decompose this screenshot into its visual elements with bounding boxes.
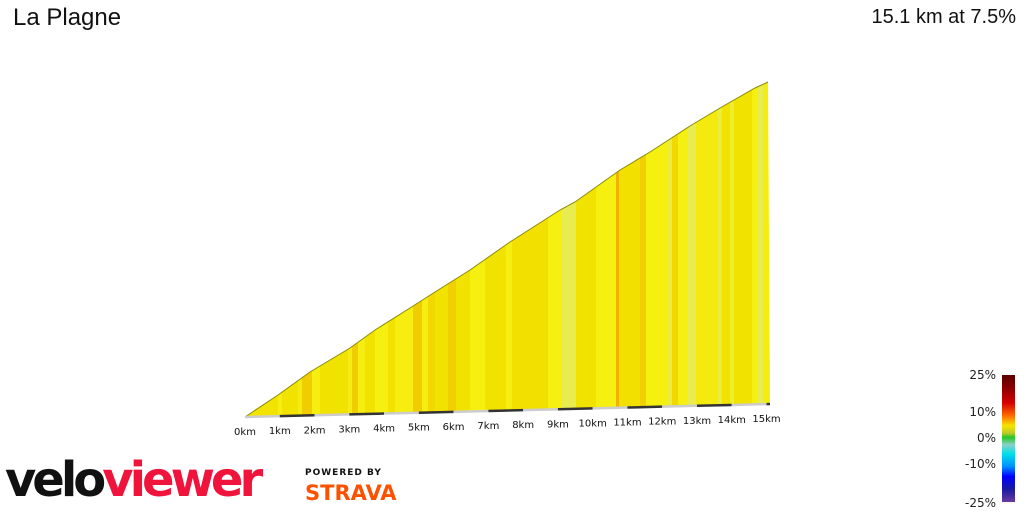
gradient-stripes xyxy=(245,82,770,417)
gradient-segment xyxy=(678,82,689,417)
gradient-segment xyxy=(348,82,353,417)
gradient-segment xyxy=(388,82,396,417)
veloviewer-logo: veloviewer xyxy=(5,452,263,508)
scale-label: -25% xyxy=(964,496,996,510)
gradient-segment xyxy=(646,82,669,417)
gradient-segment xyxy=(358,82,366,417)
gradient-segment xyxy=(668,82,673,417)
km-baseline-segment xyxy=(627,405,663,409)
climb-title: La Plagne xyxy=(13,4,122,31)
x-axis-ticks: 0km 1km 2km 3km 4km 5km 6km 7km 8km 9km 10km 11km 12… xyxy=(234,414,781,438)
gradient-segment xyxy=(616,82,620,417)
gradient-segment xyxy=(722,82,731,417)
km-baseline-segment xyxy=(523,408,558,412)
km-baseline-segment xyxy=(488,408,524,413)
gradient-segment xyxy=(428,82,436,417)
gradient-segment xyxy=(619,82,641,417)
strava-logo: STRAVA xyxy=(305,481,397,505)
gradient-segment xyxy=(512,82,549,417)
scale-label: 10% xyxy=(969,405,996,419)
x-tick-label: 3km xyxy=(338,424,360,435)
profile-outline xyxy=(244,81,769,418)
gradient-segment xyxy=(435,82,449,417)
x-tick-label: 7km xyxy=(477,421,499,432)
gradient-segment xyxy=(448,82,457,417)
km-baseline-segment xyxy=(314,413,350,417)
x-tick-label: 12km xyxy=(648,417,676,428)
gradient-segment xyxy=(672,82,679,417)
gradient-segment xyxy=(485,82,507,417)
powered-by-label: POWERED BY xyxy=(305,468,382,478)
km-baseline-segment xyxy=(731,402,767,407)
x-tick-label: 9km xyxy=(547,419,569,430)
km-baseline-segment xyxy=(244,414,280,419)
gradient-segment xyxy=(696,82,719,417)
x-tick-label: 8km xyxy=(512,420,534,431)
x-tick-label: 0km xyxy=(234,427,256,438)
gradient-segment xyxy=(506,82,513,417)
gradient-segment xyxy=(312,82,321,417)
gradient-segment xyxy=(282,82,299,417)
x-tick-label: 1km xyxy=(269,426,291,437)
km-baseline-segment xyxy=(557,407,593,411)
gradient-segment xyxy=(758,82,764,417)
scale-label: 25% xyxy=(969,368,996,382)
gradient-segment xyxy=(456,82,471,417)
km-baseline-segment xyxy=(662,404,698,408)
gradient-segment xyxy=(298,82,303,417)
gradient-segment xyxy=(413,82,423,417)
gradient-segment xyxy=(734,82,753,417)
km-baseline-segment xyxy=(592,406,628,410)
gradient-segment xyxy=(596,82,617,417)
logo-viewer: viewer xyxy=(102,452,263,508)
km-baseline-segment xyxy=(696,403,732,408)
gradient-segment xyxy=(730,82,735,417)
gradient-segment xyxy=(395,82,414,417)
gradient-segment xyxy=(245,82,279,417)
km-baseline-segment xyxy=(418,410,454,414)
gradient-segment xyxy=(640,82,647,417)
x-tick-label: 13km xyxy=(683,416,711,427)
gradient-segment xyxy=(548,82,563,417)
x-tick-label: 4km xyxy=(373,424,395,435)
gradient-segment xyxy=(688,82,697,417)
gradient-segment xyxy=(365,82,376,417)
x-tick-label: 2km xyxy=(304,425,326,436)
x-tick-label: 5km xyxy=(408,423,430,434)
gradient-segment xyxy=(375,82,389,417)
gradient-segment xyxy=(718,82,723,417)
x-tick-label: 11km xyxy=(613,418,641,429)
gradient-segment xyxy=(352,82,359,417)
logo-velo: velo xyxy=(5,452,106,508)
climb-summary: 15.1 km at 7.5% xyxy=(871,6,1016,28)
gradient-segment xyxy=(752,82,759,417)
gradient-segment xyxy=(763,82,770,417)
gradient-segment xyxy=(576,82,597,417)
gradient-color-scale xyxy=(1002,375,1015,502)
x-tick-label: 6km xyxy=(443,422,465,433)
gradient-segment xyxy=(470,82,486,417)
gradient-segment xyxy=(320,82,349,417)
x-tick-label: 10km xyxy=(579,418,607,429)
distance-baseline xyxy=(244,402,771,419)
km-baseline-segment xyxy=(453,409,489,414)
km-baseline-segment xyxy=(279,414,315,418)
scale-label: 0% xyxy=(976,431,996,445)
gradient-segment xyxy=(562,82,577,417)
x-tick-label: 14km xyxy=(718,415,746,426)
scale-label: -10% xyxy=(964,457,996,471)
x-tick-label: 15km xyxy=(752,414,780,425)
km-baseline-segment xyxy=(349,412,385,416)
gradient-segment xyxy=(278,82,283,417)
km-baseline-segment xyxy=(384,411,419,415)
gradient-segment xyxy=(422,82,429,417)
